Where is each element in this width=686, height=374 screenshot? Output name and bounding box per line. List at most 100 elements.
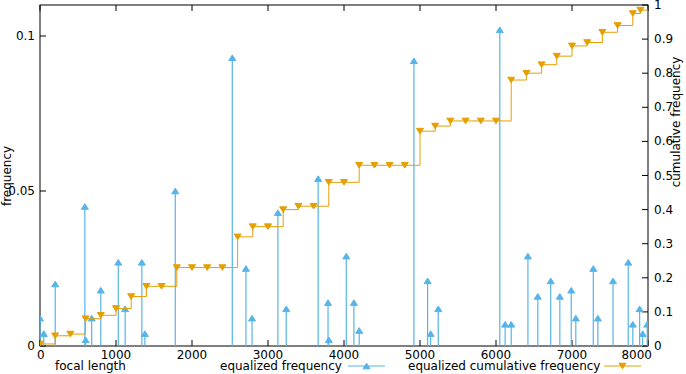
marker [280,207,287,213]
impulse [438,309,439,346]
marker [40,315,44,321]
marker [496,27,503,33]
marker [637,7,644,13]
marker [401,162,408,168]
marker [52,333,59,339]
y2-tick [642,5,648,6]
impulse [527,256,528,346]
y2-tick [642,277,648,278]
marker [143,284,150,290]
marker [40,331,47,337]
marker [234,234,241,240]
marker [386,162,393,168]
x-tick [420,340,421,346]
marker [410,58,417,64]
x-tick [496,340,497,346]
x-tick [116,5,117,11]
marker [417,128,424,134]
impulse [353,303,354,346]
y2-tick [642,243,648,244]
chart: 01000200030004000500060007000800000.050.… [0,0,686,374]
marker [477,118,484,124]
marker [138,260,145,266]
marker [590,266,597,272]
marker [40,341,44,346]
marker [569,43,576,49]
marker [553,53,560,59]
marker [584,40,591,46]
plot-frame [40,5,648,346]
impulse [286,309,287,346]
marker [67,331,74,337]
marker [508,77,515,83]
marker [52,281,59,287]
marker [427,331,434,337]
marker [502,322,509,328]
impulse [612,281,613,346]
y2-tick-label: 0.2 [654,271,673,285]
marker [249,224,256,230]
impulse [550,281,551,346]
marker [610,278,617,284]
marker [341,180,348,186]
y2-axis-label: cumulative frequency [669,57,683,188]
marker [435,306,442,312]
x-tick [268,340,269,346]
impulse [91,318,92,346]
impulse [413,61,414,346]
marker [572,315,579,321]
x-tick [420,5,421,11]
marker [173,265,180,271]
y2-tick-label: 1 [654,0,662,12]
y-tick [40,36,46,37]
y2-tick [642,73,648,74]
impulse [597,318,598,346]
marker [158,284,165,290]
impulse [318,179,319,346]
y2-tick [642,175,648,176]
marker [625,260,632,266]
impulse [125,309,126,346]
marker [556,294,563,300]
impulse [277,213,278,346]
impulse [559,296,560,346]
marker [325,180,332,186]
impulse [346,256,347,346]
marker [568,287,575,293]
marker [493,118,500,124]
impulse [575,318,576,346]
y2-tick [642,141,648,142]
marker [204,265,211,271]
legend-marker [619,363,626,369]
marker [265,224,272,230]
x-tick [572,5,573,11]
marker [356,328,363,334]
plot-marks [40,7,648,346]
marker [128,294,135,300]
marker [97,313,104,319]
marker [432,123,439,129]
step-line [40,10,648,344]
marker [315,176,322,182]
x-tick [268,5,269,11]
marker [636,306,643,312]
y-axis-label: frequency [0,146,14,206]
marker [594,315,601,321]
marker [447,118,454,124]
legend-label: equalized frequency [220,359,342,373]
marker [325,337,332,343]
y2-tick [642,209,648,210]
x-tick-label: 8000 [621,348,652,362]
y-tick-label: 0.1 [16,29,35,43]
marker [424,278,431,284]
x-tick [192,5,193,11]
y-tick [40,191,46,192]
x-tick-label: 2000 [177,348,208,362]
y2-tick-label: 0.3 [654,237,673,251]
impulse [499,30,500,346]
marker [523,70,530,76]
marker [310,203,317,209]
impulse [251,318,252,346]
x-tick [40,5,41,11]
x-tick [496,5,497,11]
